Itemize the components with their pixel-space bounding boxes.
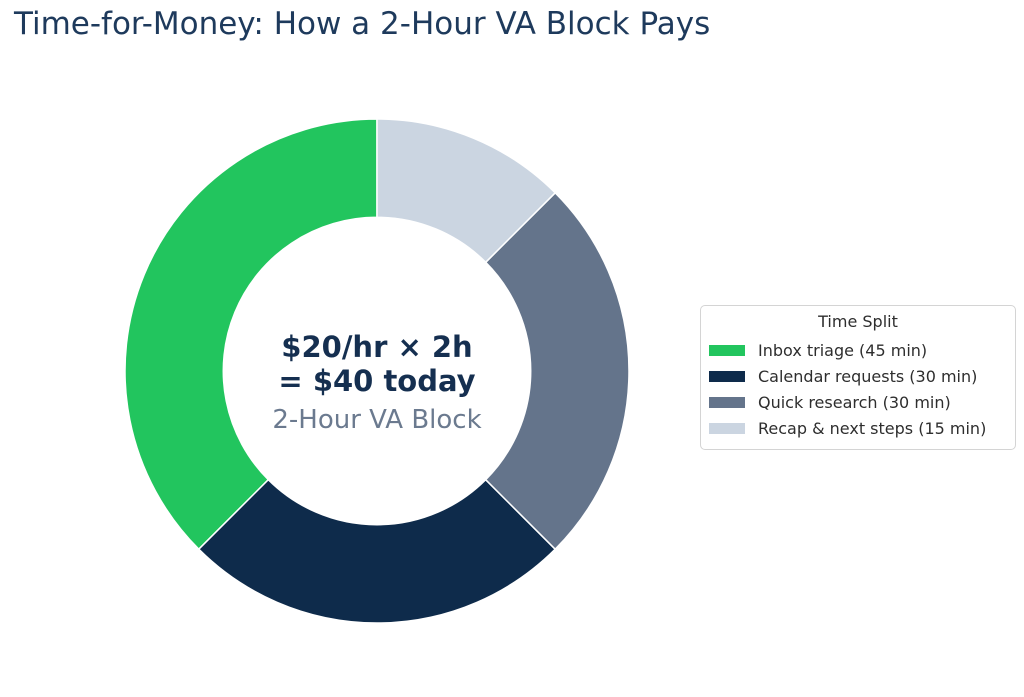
legend-label: Calendar requests (30 min) xyxy=(758,366,978,386)
donut-segment xyxy=(124,118,378,550)
legend-label: Quick research (30 min) xyxy=(758,392,951,412)
legend: Time Split Inbox triage (45 min) Calenda… xyxy=(700,305,1016,450)
legend-swatch xyxy=(709,370,745,382)
legend-item: Calendar requests (30 min) xyxy=(709,363,1007,389)
legend-swatch xyxy=(709,396,745,408)
donut-segment xyxy=(198,478,556,624)
legend-item: Inbox triage (45 min) xyxy=(709,337,1007,363)
donut-segment xyxy=(376,118,556,264)
legend-title: Time Split xyxy=(818,312,898,331)
legend-swatch xyxy=(709,344,745,356)
legend-swatch xyxy=(709,422,745,434)
legend-item: Quick research (30 min) xyxy=(709,389,1007,415)
chart-title: Time-for-Money: How a 2-Hour VA Block Pa… xyxy=(14,6,711,42)
legend-label: Inbox triage (45 min) xyxy=(758,340,928,360)
legend-label: Recap & next steps (15 min) xyxy=(758,418,987,438)
donut-segment xyxy=(484,192,630,550)
legend-item: Recap & next steps (15 min) xyxy=(709,415,1007,441)
